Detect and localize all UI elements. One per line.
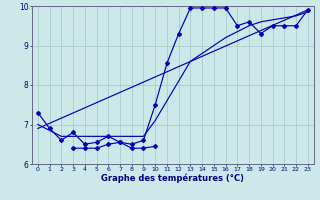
X-axis label: Graphe des températures (°C): Graphe des températures (°C) [101, 174, 244, 183]
